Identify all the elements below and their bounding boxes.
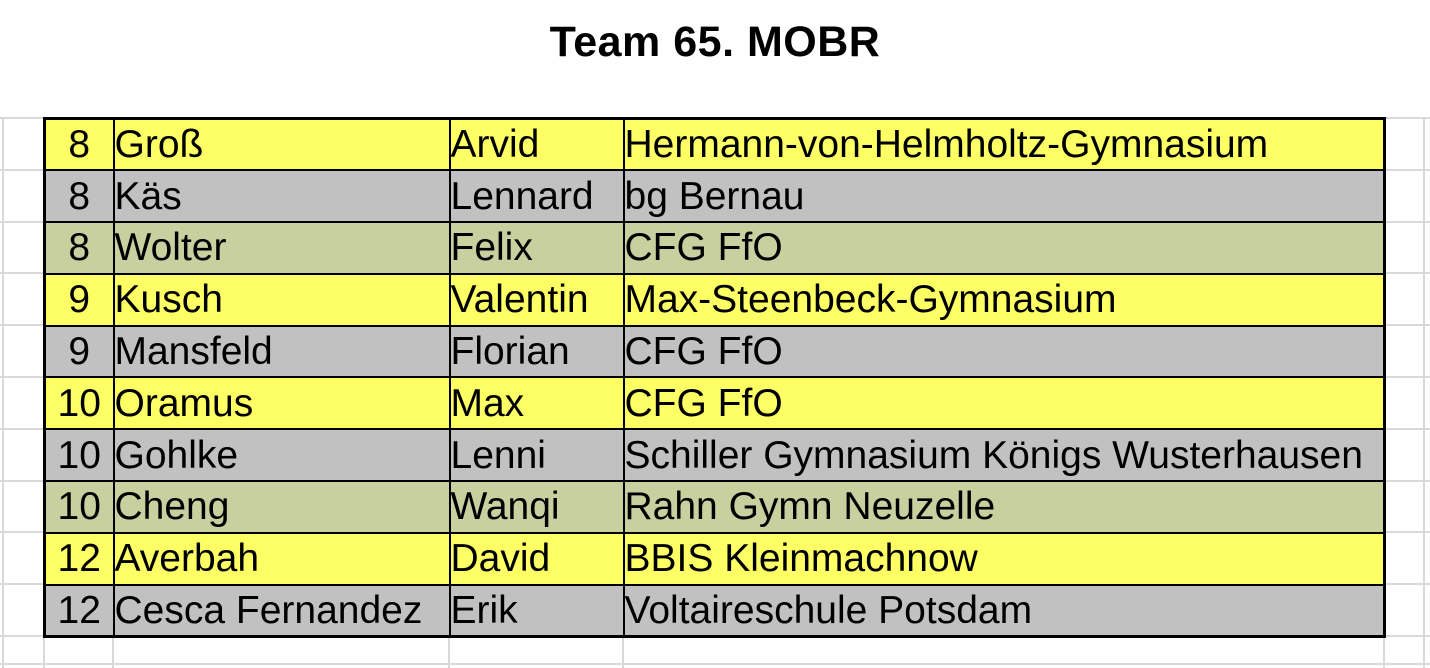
- last-name-cell[interactable]: Oramus: [112, 376, 451, 431]
- table-row: 12 Cesca Fernandez Erik Voltaireschule Pots…: [43, 583, 1386, 638]
- last-name-cell[interactable]: Groß: [112, 117, 451, 172]
- gridline: [0, 117, 43, 119]
- gridline: [1383, 376, 1430, 378]
- gridline: [43, 635, 45, 668]
- gridline: [0, 531, 43, 533]
- gridline: [1383, 272, 1430, 274]
- first-name-cell[interactable]: Valentin: [448, 272, 625, 327]
- school-cell[interactable]: Rahn Gymn Neuzelle: [622, 480, 1386, 534]
- gridline: [0, 480, 43, 482]
- table-row: 8 Groß Arvid Hermann-von-Helmholtz-Gymnasiu…: [43, 117, 1386, 172]
- gridline: [1383, 583, 1430, 585]
- gridline: [622, 635, 624, 668]
- first-name-cell[interactable]: Arvid: [448, 117, 625, 172]
- table-row: 12 Averbah David BBIS Kleinmachnow: [43, 531, 1386, 586]
- school-cell[interactable]: Voltaireschule Potsdam: [622, 583, 1386, 638]
- grade-cell[interactable]: 9: [43, 324, 115, 379]
- last-name-cell[interactable]: Wolter: [112, 221, 451, 275]
- school-cell[interactable]: Max-Steenbeck-Gymnasium: [622, 272, 1386, 327]
- gridline: [1383, 324, 1430, 326]
- table-row: 8 Wolter Felix CFG FfO: [43, 221, 1386, 275]
- first-name-cell[interactable]: Wanqi: [448, 480, 625, 534]
- gridline: [1383, 169, 1430, 171]
- first-name-cell[interactable]: Max: [448, 376, 625, 431]
- gridline: [0, 635, 43, 637]
- grade-cell[interactable]: 10: [43, 428, 115, 483]
- gridline: [112, 635, 114, 668]
- last-name-cell[interactable]: Käs: [112, 169, 451, 224]
- last-name-cell[interactable]: Cesca Fernandez: [112, 583, 451, 638]
- table-row: 10 Gohlke Lenni Schiller Gymnasium Königs W…: [43, 428, 1386, 483]
- table-row: 10 Oramus Max CFG FfO: [43, 376, 1386, 431]
- school-cell[interactable]: BBIS Kleinmachnow: [622, 531, 1386, 586]
- gridline: [0, 376, 43, 378]
- school-cell[interactable]: CFG FfO: [622, 324, 1386, 379]
- grade-cell[interactable]: 10: [43, 376, 115, 431]
- school-cell[interactable]: Schiller Gymnasium Königs Wusterhausen: [622, 428, 1386, 483]
- grade-cell[interactable]: 12: [43, 531, 115, 586]
- first-name-cell[interactable]: Felix: [448, 221, 625, 275]
- grade-cell[interactable]: 8: [43, 221, 115, 275]
- grade-cell[interactable]: 8: [43, 117, 115, 172]
- last-name-cell[interactable]: Cheng: [112, 480, 451, 534]
- school-cell[interactable]: Hermann-von-Helmholtz-Gymnasium: [622, 117, 1386, 172]
- gridline: [448, 635, 450, 668]
- table-row: 8 Käs Lennard bg Bernau: [43, 169, 1386, 224]
- gridline: [1383, 428, 1430, 430]
- gridline: [1383, 531, 1430, 533]
- table-row: 9 Mansfeld Florian CFG FfO: [43, 324, 1386, 379]
- gridline: [1383, 221, 1430, 223]
- gridline: [0, 221, 43, 223]
- grade-cell[interactable]: 12: [43, 583, 115, 638]
- last-name-cell[interactable]: Averbah: [112, 531, 451, 586]
- gridline: [0, 663, 1430, 665]
- gridline: [0, 583, 43, 585]
- first-name-cell[interactable]: Florian: [448, 324, 625, 379]
- table-row: 9 Kusch Valentin Max-Steenbeck-Gymnasium: [43, 272, 1386, 327]
- gridline: [0, 324, 43, 326]
- last-name-cell[interactable]: Gohlke: [112, 428, 451, 483]
- school-cell[interactable]: CFG FfO: [622, 376, 1386, 431]
- last-name-cell[interactable]: Mansfeld: [112, 324, 451, 379]
- gridline: [0, 428, 43, 430]
- first-name-cell[interactable]: Erik: [448, 583, 625, 638]
- grade-cell[interactable]: 10: [43, 480, 115, 534]
- school-cell[interactable]: bg Bernau: [622, 169, 1386, 224]
- team-roster-table: 8 Groß Arvid Hermann-von-Helmholtz-Gymnasiu…: [43, 117, 1386, 638]
- grade-cell[interactable]: 9: [43, 272, 115, 327]
- gridline: [2, 117, 4, 668]
- last-name-cell[interactable]: Kusch: [112, 272, 451, 327]
- first-name-cell[interactable]: Lenni: [448, 428, 625, 483]
- first-name-cell[interactable]: Lennard: [448, 169, 625, 224]
- school-cell[interactable]: CFG FfO: [622, 221, 1386, 275]
- gridline: [1423, 117, 1425, 668]
- table-row: 10 Cheng Wanqi Rahn Gymn Neuzelle: [43, 480, 1386, 534]
- gridline: [0, 272, 43, 274]
- first-name-cell[interactable]: David: [448, 531, 625, 586]
- gridline: [1383, 117, 1430, 119]
- gridline: [1383, 480, 1430, 482]
- gridline: [0, 169, 43, 171]
- gridline: [1383, 635, 1430, 637]
- page-title: Team 65. MOBR: [549, 18, 881, 66]
- gridline: [1383, 635, 1385, 668]
- roster-body: 8 Groß Arvid Hermann-von-Helmholtz-Gymnasiu…: [43, 117, 1386, 638]
- grade-cell[interactable]: 8: [43, 169, 115, 224]
